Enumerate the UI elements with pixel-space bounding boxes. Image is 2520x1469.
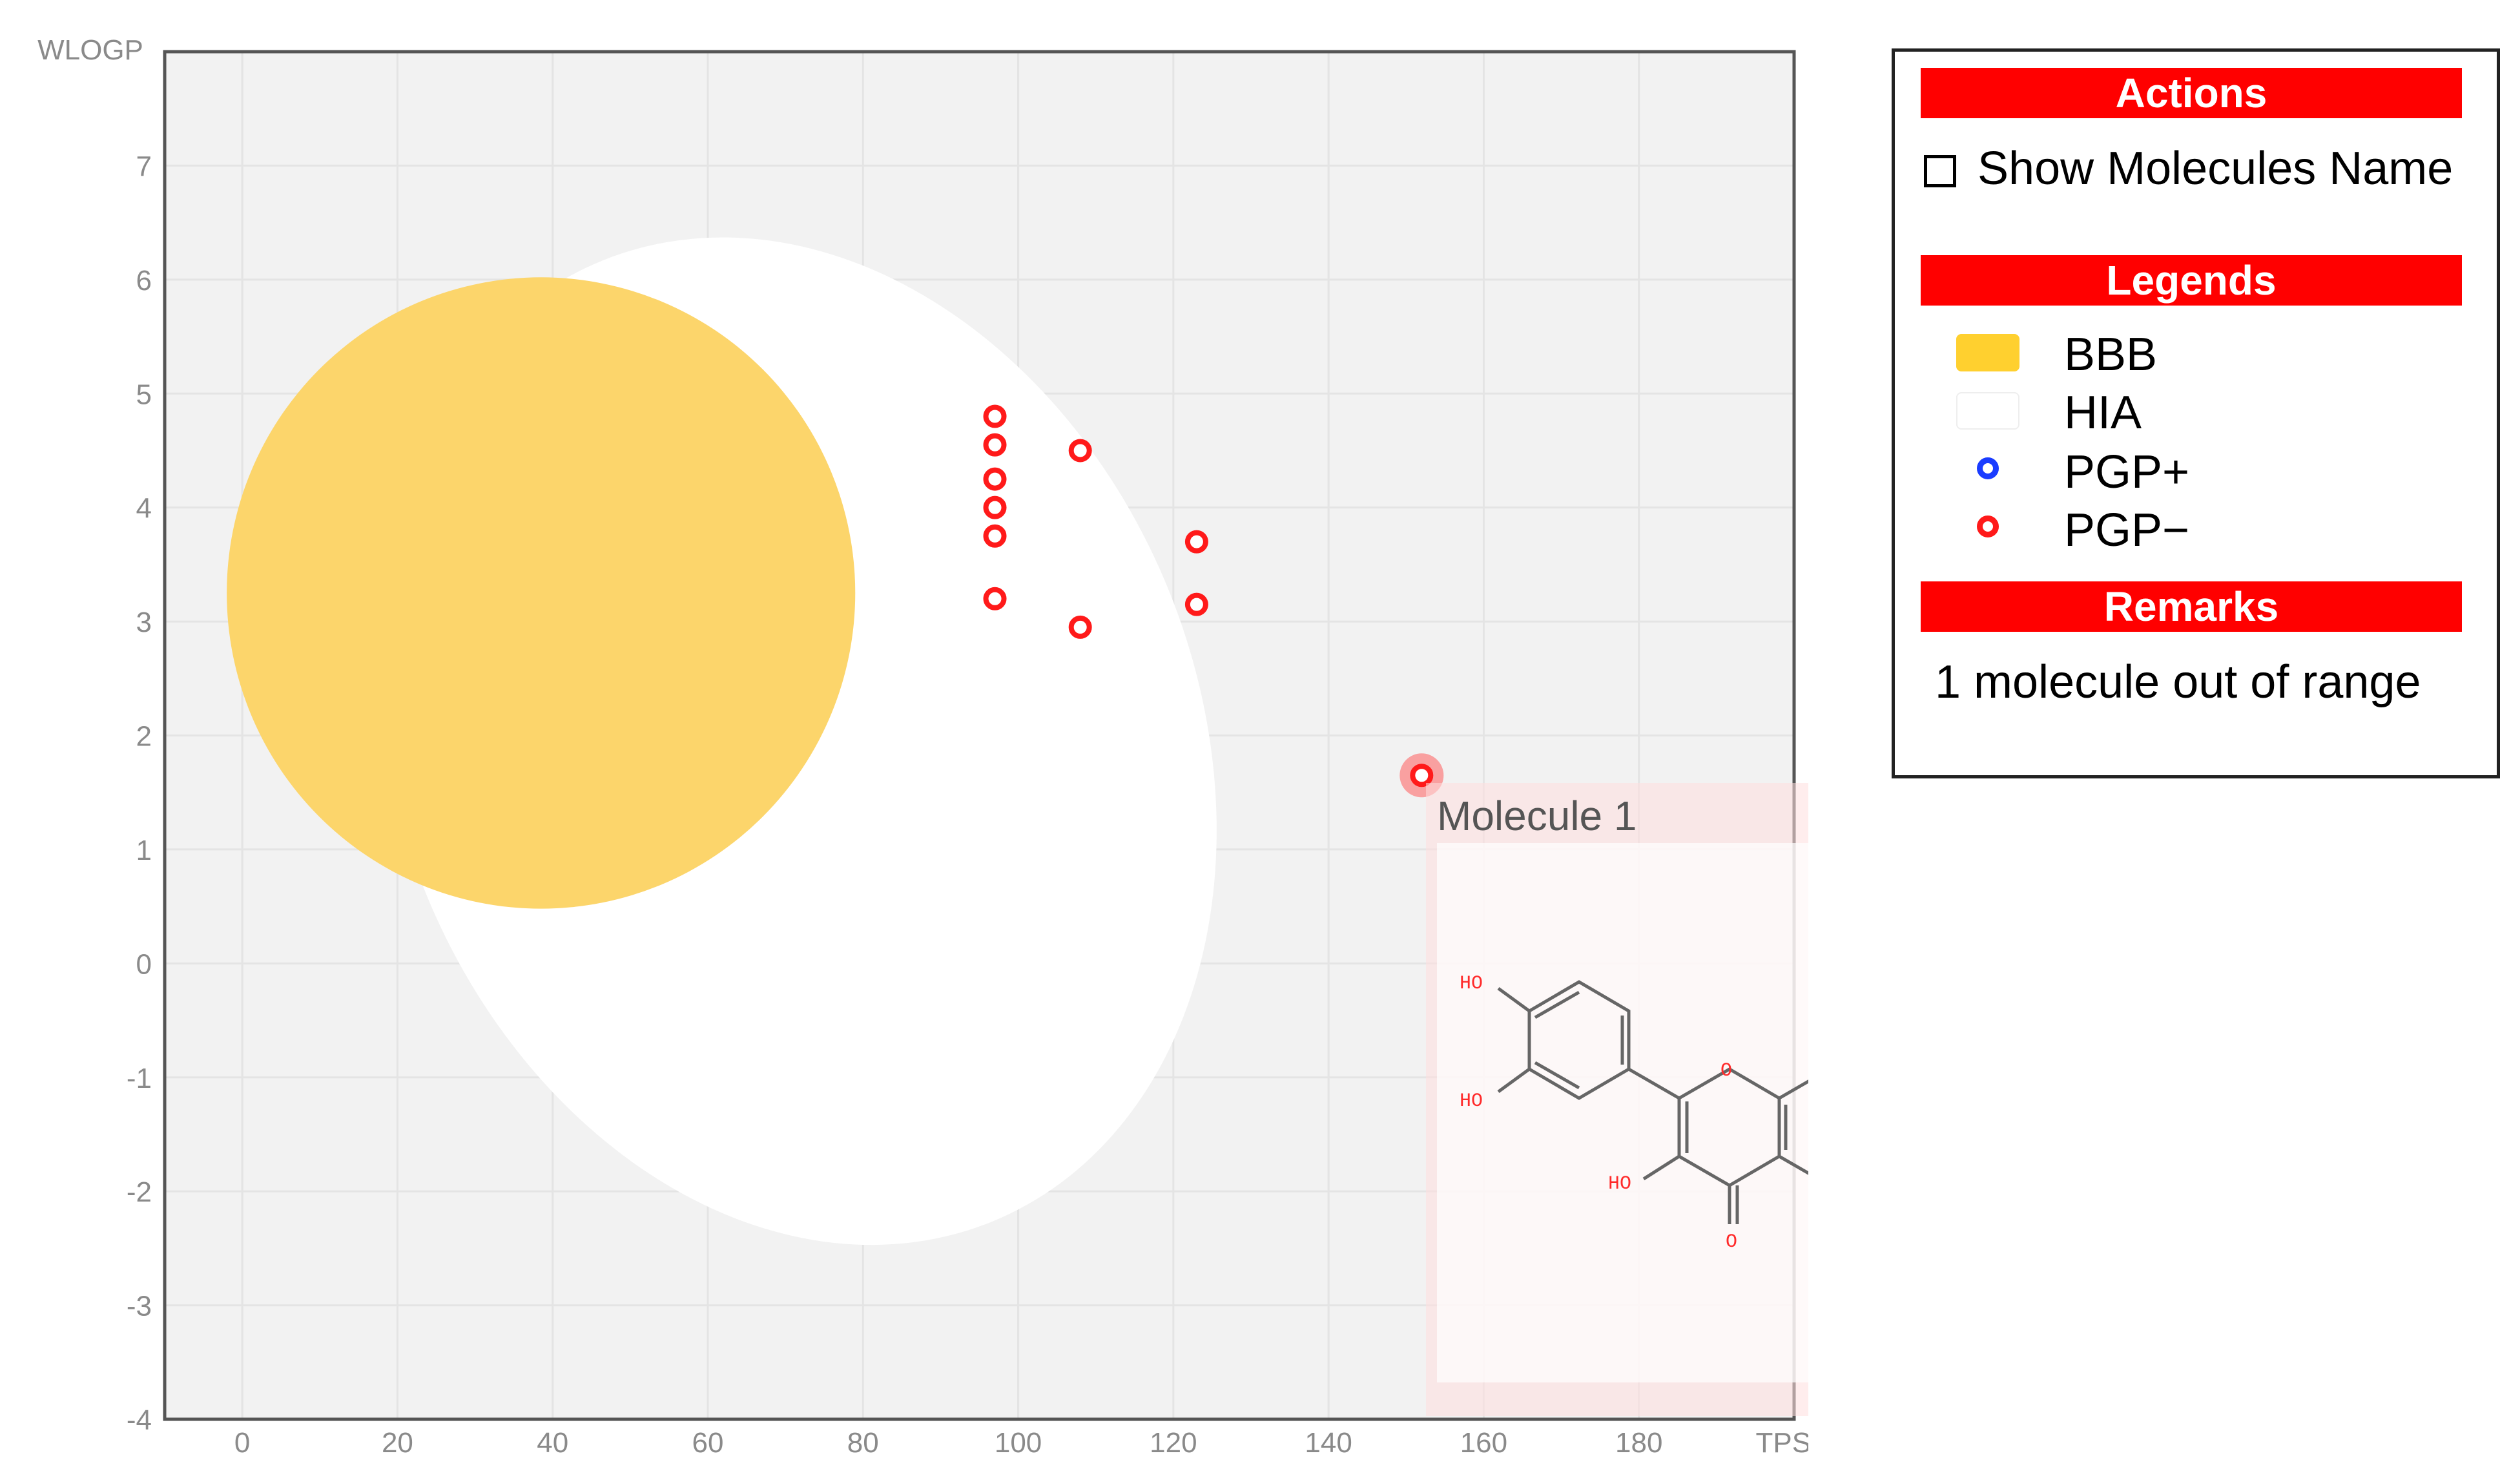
y-tick-label: 5	[136, 379, 152, 410]
legend-pgp-minus-marker	[1977, 516, 1999, 537]
remarks-text: 1 molecule out of range	[1935, 656, 2421, 708]
region-bbb	[227, 277, 856, 909]
show-names-checkbox[interactable]	[1924, 155, 1956, 187]
legends-title: Legends	[1921, 255, 2462, 306]
chart-area: 0 20 40 60 80 100 120 140 160 180 -4 -3 -2 -1 0 1 2 3 4 5 6…	[37, 34, 1808, 1459]
data-point	[983, 587, 1007, 610]
show-names-label[interactable]: Show Molecules Name	[1978, 143, 2453, 194]
side-panel: Actions Show Molecules Name Legends BBB …	[1892, 48, 2500, 778]
legend-pgp-plus-label: PGP+	[2064, 446, 2190, 498]
data-points	[983, 404, 1444, 798]
molecule-structure-icon	[1497, 980, 1808, 1224]
y-tick-labels: -4 -3 -2 -1 0 1 2 3 4 5 6 7	[127, 151, 152, 1436]
legend-pgp-plus-marker	[1977, 457, 1999, 479]
y-tick-label: 6	[136, 265, 152, 297]
x-tick-label: 40	[537, 1427, 568, 1459]
x-tick-label: 120	[1150, 1427, 1197, 1459]
x-tick-label: 20	[382, 1427, 413, 1459]
y-tick-label: 7	[136, 151, 152, 182]
legend-hia-swatch	[1956, 392, 2019, 430]
atom-label: HO	[1460, 1090, 1483, 1112]
molecule-atom-labels: HO HO O HO O OH OH OH	[1460, 973, 1737, 1253]
atom-label: O	[1720, 1060, 1732, 1082]
y-tick-label: 4	[136, 493, 152, 525]
legend-bbb-label: BBB	[2064, 329, 2158, 380]
actions-title: Actions	[1921, 68, 2462, 118]
y-tick-label: -3	[127, 1291, 152, 1322]
atom-label: HO	[1608, 1173, 1631, 1195]
y-tick-label: 2	[136, 721, 152, 753]
x-tick-label: 180	[1615, 1427, 1662, 1459]
atom-label: HO	[1460, 973, 1483, 995]
data-point	[983, 467, 1007, 491]
data-point	[983, 433, 1007, 457]
tooltip-structure-box	[1437, 843, 1808, 1382]
x-tick-labels: 0 20 40 60 80 100 120 140 160 180	[234, 1427, 1663, 1459]
x-tick-label: 140	[1305, 1427, 1352, 1459]
y-tick-label: 0	[136, 948, 152, 980]
data-point	[1410, 764, 1434, 787]
x-tick-label: 60	[692, 1427, 724, 1459]
data-point	[983, 495, 1007, 519]
atom-label: O	[1726, 1231, 1737, 1253]
x-axis-label: TPSA	[1756, 1427, 1808, 1459]
remarks-title: Remarks	[1921, 581, 2462, 632]
legend-hia-label: HIA	[2064, 387, 2142, 439]
data-point	[1184, 592, 1208, 616]
regions	[227, 237, 1217, 1245]
data-point	[983, 404, 1007, 428]
legend-pgp-minus-label: PGP−	[2064, 505, 2190, 556]
x-tick-label: 0	[234, 1427, 250, 1459]
data-point	[1068, 439, 1092, 463]
tooltip-title: Molecule 1	[1437, 793, 1637, 839]
y-tick-label: 1	[136, 835, 152, 866]
y-tick-label: 3	[136, 607, 152, 638]
molecule-tooltip: Molecule 1 HO HO O HO	[1426, 783, 1808, 1416]
data-point	[1068, 615, 1092, 639]
x-tick-label: 80	[847, 1427, 879, 1459]
y-tick-label: -1	[127, 1063, 152, 1094]
x-tick-label: 100	[995, 1427, 1042, 1459]
y-axis-label: WLOGP	[37, 34, 143, 66]
data-point	[1184, 530, 1208, 554]
legend-bbb-swatch	[1956, 334, 2019, 371]
y-tick-label: -2	[127, 1176, 152, 1208]
plot-frame	[163, 50, 1796, 1421]
y-tick-label: -4	[127, 1404, 152, 1436]
data-point	[983, 524, 1007, 548]
x-tick-label: 160	[1460, 1427, 1507, 1459]
